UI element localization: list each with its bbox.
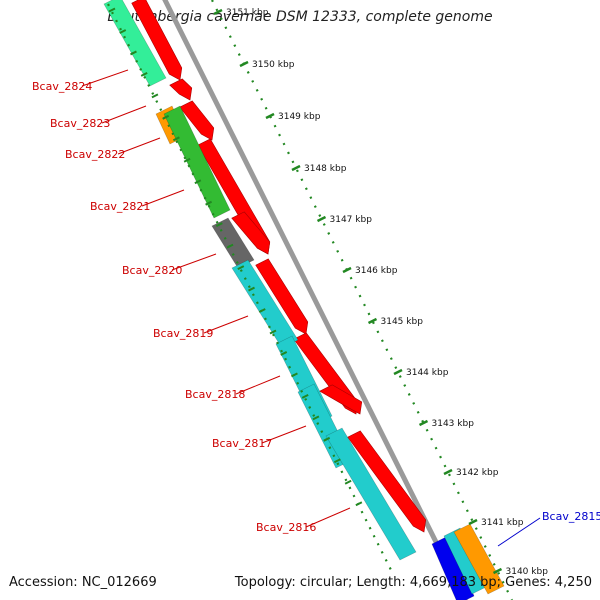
gene-arrow bbox=[179, 100, 215, 141]
inner-tick-mark bbox=[162, 114, 170, 120]
cog-block bbox=[231, 259, 299, 349]
inner-tick-mark bbox=[248, 286, 255, 292]
scale-tick-label: 3141 kbp bbox=[481, 518, 524, 528]
scale-tick-label: 3150 kbp bbox=[252, 60, 295, 70]
backbone-line bbox=[162, 0, 468, 600]
inner-tick-mark bbox=[291, 372, 298, 378]
inner-tick-mark bbox=[119, 29, 127, 34]
cog-track bbox=[103, 0, 505, 600]
scale-tick bbox=[213, 8, 223, 16]
gene-label: Bcav_2817 bbox=[212, 437, 272, 450]
inner-tick-mark bbox=[183, 157, 191, 163]
scale-tick-label: 3144 kbp bbox=[406, 368, 449, 378]
inner-tick-track bbox=[104, 0, 393, 573]
inner-tick-mark bbox=[215, 222, 223, 228]
scale-tick bbox=[291, 164, 301, 172]
inner-tick-mark bbox=[172, 136, 180, 142]
gene-label: Bcav_2822 bbox=[65, 148, 125, 161]
cog-block bbox=[163, 105, 231, 219]
scale-tick bbox=[367, 317, 378, 325]
gene-arrow bbox=[255, 258, 309, 335]
accession-text: Accession: NC_012669 bbox=[9, 575, 157, 590]
gene-label: Bcav_2816 bbox=[256, 521, 316, 534]
label-leader-line bbox=[497, 517, 541, 547]
gene-label: Bcav_2819 bbox=[153, 327, 213, 340]
inner-tick-mark bbox=[237, 265, 245, 270]
label-leader-line bbox=[235, 375, 281, 395]
scale-tick-label: 3142 kbp bbox=[456, 468, 499, 478]
scale-tick bbox=[492, 567, 503, 575]
scale-tick bbox=[418, 419, 429, 427]
inner-tick-mark bbox=[226, 243, 234, 249]
scale-tick-label: 3140 kbp bbox=[506, 567, 549, 577]
scale-tick bbox=[239, 60, 249, 68]
inner-tick-mark bbox=[140, 72, 148, 77]
inner-tick-mark bbox=[108, 7, 116, 13]
gene-arrow bbox=[231, 211, 271, 255]
inner-tick-mark bbox=[323, 436, 331, 442]
genome-summary-text: Topology: circular; Length: 4,669,183 bp… bbox=[234, 575, 592, 590]
gene-label: Bcav_2820 bbox=[122, 264, 182, 277]
inner-tick-mark bbox=[301, 393, 309, 399]
label-leader-line bbox=[141, 189, 185, 207]
gene-arrow bbox=[319, 384, 363, 415]
label-leader-line bbox=[81, 69, 129, 87]
gene-label: Bcav_2824 bbox=[32, 80, 92, 93]
gene-labels: Bcav_2824 Bcav_2823 Bcav_2822 Bcav_2821 Bcav… bbox=[32, 69, 600, 547]
scale-tick bbox=[342, 266, 352, 274]
scale-tick bbox=[265, 112, 275, 120]
inner-tick-mark bbox=[355, 501, 363, 507]
outer-dotted-line bbox=[211, 0, 513, 600]
cog-block bbox=[325, 427, 417, 561]
label-leader-line bbox=[203, 315, 249, 334]
outer-tick-track bbox=[211, 0, 513, 600]
gene-label: Bcav_2818 bbox=[185, 388, 245, 401]
scale-tick-label: 3146 kbp bbox=[355, 266, 398, 276]
gene-label: Bcav_2821 bbox=[90, 200, 150, 213]
scale-tick bbox=[316, 215, 327, 223]
gene-arrow bbox=[131, 0, 183, 81]
inner-tick-mark bbox=[269, 329, 277, 335]
label-leader-line bbox=[261, 425, 307, 444]
inner-tick-mark bbox=[333, 458, 341, 464]
cog-block bbox=[453, 523, 505, 595]
inner-tick-mark bbox=[280, 351, 288, 356]
gene-label: Bcav_2823 bbox=[50, 117, 110, 130]
inner-tick-mark bbox=[151, 93, 159, 99]
gene-arrow bbox=[347, 430, 427, 533]
inner-tick-mark bbox=[194, 179, 202, 185]
inner-tick-mark bbox=[130, 50, 137, 56]
scale-tick-label: 3145 kbp bbox=[381, 317, 424, 327]
gene-track bbox=[131, 0, 427, 533]
scale-tick bbox=[393, 368, 403, 376]
scale-tick bbox=[443, 468, 453, 476]
label-leader-line bbox=[305, 507, 351, 528]
map-title: Beutenbergia cavernae DSM 12333, complet… bbox=[107, 9, 493, 25]
scale-tick bbox=[468, 518, 478, 526]
label-leader-line bbox=[101, 105, 147, 124]
scale-track: 3151 kbp 3150 kbp 3149 kbp 3148 kbp 3147 kbp… bbox=[213, 8, 549, 577]
scale-tick-label: 3151 kbp bbox=[226, 8, 269, 18]
scale-tick-label: 3147 kbp bbox=[330, 215, 373, 225]
scale-tick-label: 3149 kbp bbox=[278, 112, 321, 122]
scale-tick-label: 3143 kbp bbox=[432, 419, 475, 429]
backbone bbox=[162, 0, 468, 600]
scale-tick-label: 3148 kbp bbox=[304, 164, 347, 174]
inner-tick-mark bbox=[205, 200, 213, 206]
inner-tick-mark bbox=[312, 415, 320, 421]
cog-block bbox=[103, 0, 167, 87]
label-leader-line bbox=[117, 137, 161, 155]
inner-tick-mark bbox=[344, 479, 352, 485]
cog-block bbox=[211, 217, 255, 269]
label-leader-line bbox=[171, 253, 217, 271]
inner-tick-mark bbox=[258, 308, 266, 313]
gene-label: Bcav_2815 bbox=[542, 510, 600, 523]
cog-block bbox=[431, 535, 475, 600]
gene-arrow bbox=[169, 78, 193, 101]
